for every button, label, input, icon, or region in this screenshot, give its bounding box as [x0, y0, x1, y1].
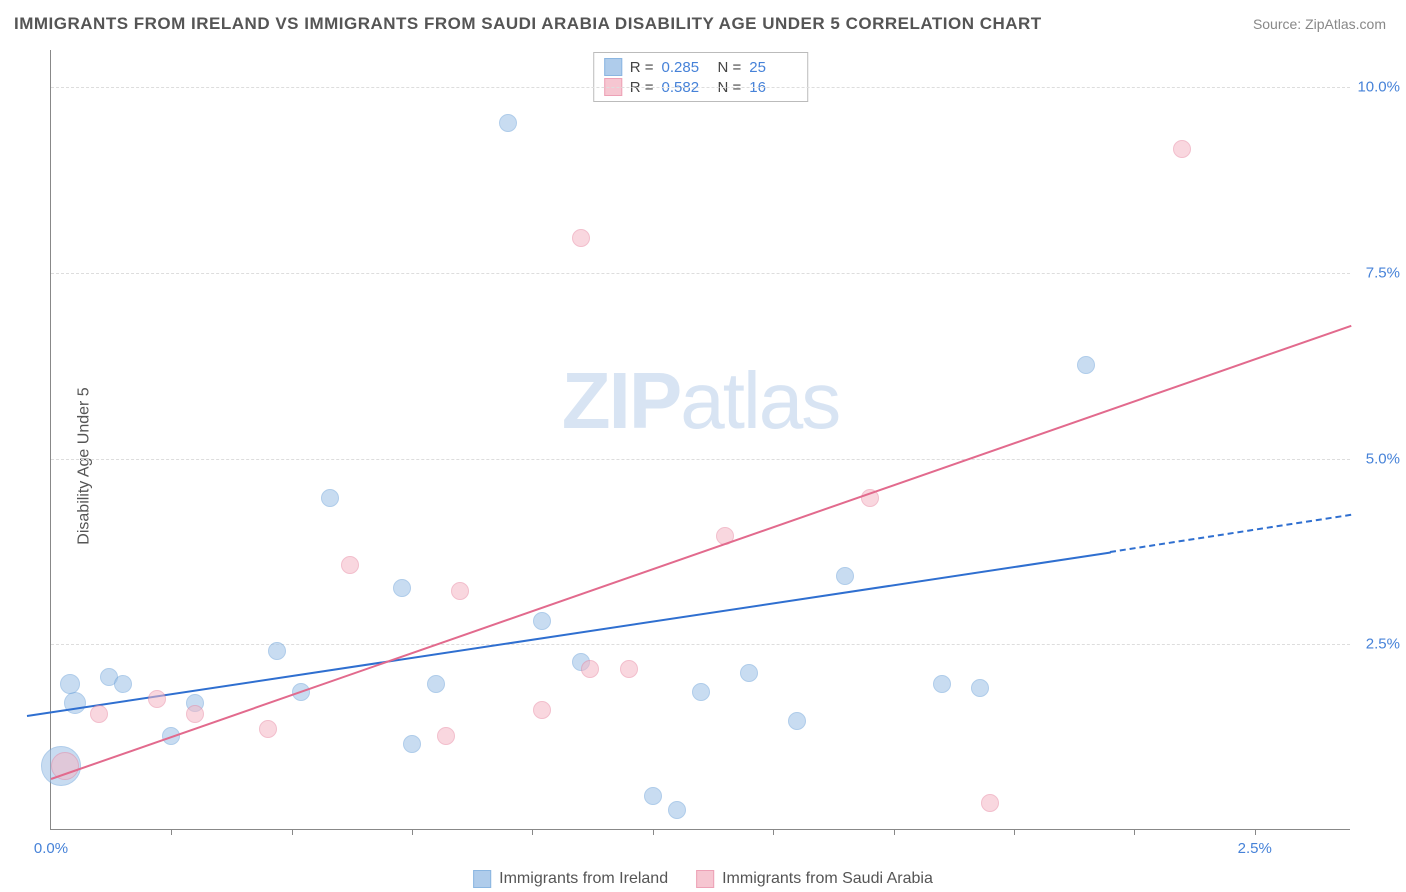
data-point — [114, 675, 132, 693]
corr-n-label: N = — [718, 59, 742, 76]
data-point — [788, 712, 806, 730]
plot-region: ZIPatlas R =0.285N =25R =0.582N =16 2.5%… — [50, 50, 1350, 830]
data-point — [403, 735, 421, 753]
data-point — [437, 727, 455, 745]
data-point — [268, 642, 286, 660]
corr-n-value: 25 — [749, 59, 797, 76]
x-tick — [171, 829, 172, 835]
correlation-legend: R =0.285N =25R =0.582N =16 — [593, 52, 809, 102]
data-point — [644, 787, 662, 805]
corr-row: R = 0.285 N = 25 — [604, 57, 798, 77]
data-point — [933, 675, 951, 693]
trend-line — [27, 551, 1111, 716]
data-point — [321, 489, 339, 507]
data-point — [533, 701, 551, 719]
x-tick-label: 0.0% — [34, 840, 68, 857]
data-point — [836, 567, 854, 585]
legend-label: Immigrants from Saudi Arabia — [722, 870, 933, 888]
data-point — [186, 705, 204, 723]
legend-label: Immigrants from Ireland — [499, 870, 668, 888]
gridline-h — [51, 459, 1350, 460]
x-tick — [1014, 829, 1015, 835]
x-tick — [412, 829, 413, 835]
data-point — [148, 690, 166, 708]
data-point — [451, 582, 469, 600]
data-point — [499, 114, 517, 132]
x-tick — [1255, 829, 1256, 835]
gridline-h — [51, 87, 1350, 88]
legend-swatch — [473, 870, 491, 888]
data-point — [90, 705, 108, 723]
legend-item: Immigrants from Saudi Arabia — [696, 870, 933, 888]
y-tick-label: 7.5% — [1354, 264, 1400, 281]
gridline-h — [51, 273, 1350, 274]
y-tick-label: 5.0% — [1354, 450, 1400, 467]
corr-r-value: 0.285 — [662, 59, 710, 76]
data-point — [620, 660, 638, 678]
x-tick-label: 2.5% — [1238, 840, 1272, 857]
legend-swatch — [696, 870, 714, 888]
data-point — [259, 720, 277, 738]
data-point — [341, 556, 359, 574]
x-tick — [773, 829, 774, 835]
data-point — [981, 794, 999, 812]
data-point — [533, 612, 551, 630]
data-point — [971, 679, 989, 697]
watermark: ZIPatlas — [562, 355, 839, 447]
data-point — [1173, 140, 1191, 158]
corr-r-label: R = — [630, 59, 654, 76]
series-legend: Immigrants from Ireland Immigrants from S… — [473, 870, 933, 888]
data-point — [572, 229, 590, 247]
chart-title: IMMIGRANTS FROM IRELAND VS IMMIGRANTS FR… — [14, 14, 1042, 34]
data-point — [60, 674, 80, 694]
gridline-h — [51, 644, 1350, 645]
x-tick — [894, 829, 895, 835]
trend-line — [51, 325, 1352, 780]
x-tick — [1134, 829, 1135, 835]
data-point — [427, 675, 445, 693]
chart-area: Disability Age Under 5 ZIPatlas R =0.285… — [0, 40, 1406, 892]
x-tick — [292, 829, 293, 835]
data-point — [393, 579, 411, 597]
chart-header: IMMIGRANTS FROM IRELAND VS IMMIGRANTS FR… — [0, 0, 1406, 40]
y-tick-label: 2.5% — [1354, 636, 1400, 653]
trend-line — [1110, 514, 1351, 553]
data-point — [581, 660, 599, 678]
x-tick — [653, 829, 654, 835]
x-tick — [532, 829, 533, 835]
data-point — [668, 801, 686, 819]
data-point — [1077, 356, 1095, 374]
data-point — [692, 683, 710, 701]
legend-item: Immigrants from Ireland — [473, 870, 668, 888]
source-attribution: Source: ZipAtlas.com — [1253, 16, 1386, 32]
y-tick-label: 10.0% — [1354, 79, 1400, 96]
data-point — [740, 664, 758, 682]
legend-swatch — [604, 58, 622, 76]
